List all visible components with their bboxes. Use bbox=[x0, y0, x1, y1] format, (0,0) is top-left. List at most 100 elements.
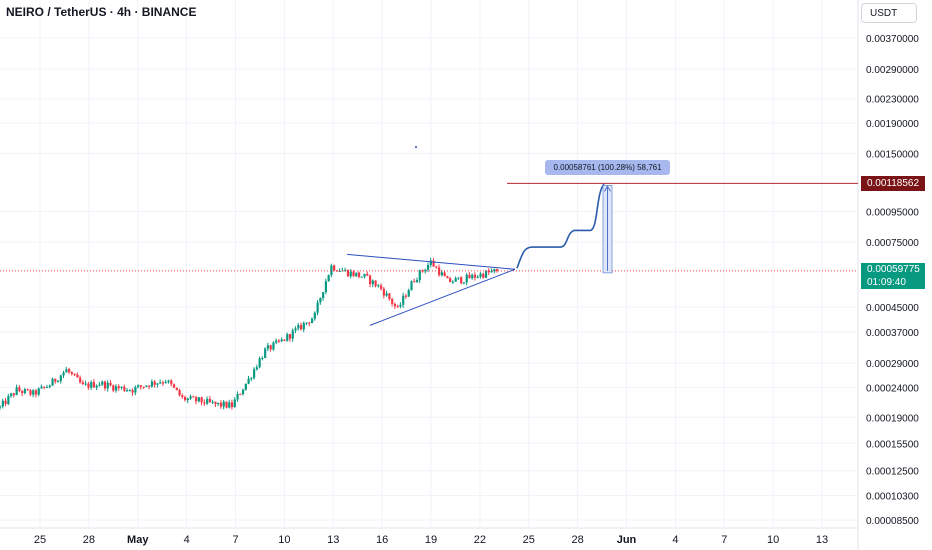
candle-body bbox=[462, 282, 466, 284]
candle-body bbox=[435, 266, 438, 268]
candle-body bbox=[311, 318, 314, 324]
candle-body bbox=[126, 390, 129, 392]
x-tick-label: 28 bbox=[83, 534, 95, 546]
candle-body bbox=[349, 271, 352, 277]
candle-body bbox=[95, 385, 98, 388]
candle-body bbox=[272, 342, 275, 350]
candle-body bbox=[170, 380, 173, 385]
candle-body bbox=[109, 382, 112, 386]
candle-body bbox=[446, 276, 449, 279]
x-tick-label: 16 bbox=[376, 534, 388, 546]
candle-body bbox=[230, 402, 234, 408]
price-range-label: 0.00058761 (100.28%) 58,761 bbox=[545, 160, 670, 175]
y-tick-label: 0.00045000 bbox=[866, 303, 919, 314]
candle-body bbox=[382, 288, 385, 296]
candle-body bbox=[153, 381, 156, 385]
x-tick-label: 13 bbox=[327, 534, 339, 546]
candle-body bbox=[487, 270, 490, 273]
candle-body bbox=[308, 322, 311, 324]
candle-body bbox=[496, 269, 499, 271]
candle-body bbox=[283, 339, 286, 341]
current-price-value: 0.00059775 bbox=[867, 264, 920, 275]
candle-body bbox=[473, 274, 477, 278]
candle-body bbox=[338, 270, 341, 272]
y-tick-label: 0.00190000 bbox=[866, 119, 919, 130]
candle-body bbox=[294, 328, 297, 331]
candle-body bbox=[299, 325, 303, 330]
x-tick-label: May bbox=[127, 534, 149, 546]
price-axis[interactable]: 0.00370000 0.00290000 0.00230000 0.00190000… bbox=[866, 34, 919, 527]
candle-body bbox=[34, 390, 38, 395]
candle-body bbox=[269, 345, 272, 350]
candle-body bbox=[45, 387, 49, 389]
candle-body bbox=[465, 274, 468, 283]
candle-body bbox=[181, 395, 184, 398]
candle-body bbox=[56, 381, 60, 383]
candle-body bbox=[98, 384, 101, 386]
candle-body bbox=[21, 390, 24, 394]
candle-body bbox=[0, 406, 2, 408]
candle-body bbox=[457, 277, 460, 279]
time-axis[interactable]: 25 28 May 4 7 10 13 16 19 22 25 28 Jun 4 7 10 13 bbox=[34, 534, 828, 546]
symbol-title[interactable]: NEIRO / TetherUS · 4h · BINANCE bbox=[6, 5, 197, 19]
candle-body bbox=[476, 276, 479, 278]
candle-body bbox=[112, 385, 115, 391]
candle-body bbox=[377, 285, 380, 287]
candle-body bbox=[391, 299, 394, 304]
candle-body bbox=[482, 273, 485, 278]
candle-body bbox=[404, 295, 408, 297]
candle-body bbox=[250, 377, 253, 379]
y-tick-label: 0.00024000 bbox=[866, 383, 919, 394]
drawing-layer bbox=[0, 146, 858, 326]
candle-body bbox=[316, 302, 319, 313]
candle-body bbox=[275, 340, 278, 343]
triangle-upper-line[interactable] bbox=[346, 253, 516, 270]
candle-body bbox=[186, 398, 189, 401]
candle-body bbox=[493, 269, 496, 272]
candle-body bbox=[261, 358, 264, 360]
candle-body bbox=[407, 290, 410, 297]
candle-body bbox=[59, 375, 62, 382]
currency-button[interactable]: USDT bbox=[861, 3, 917, 23]
candle-body bbox=[424, 269, 427, 272]
candle-body bbox=[101, 381, 104, 385]
candle-body bbox=[440, 272, 443, 276]
x-tick-label: 4 bbox=[672, 534, 678, 546]
candle-body bbox=[200, 397, 203, 403]
candle-body bbox=[236, 393, 239, 400]
candle-body bbox=[368, 275, 372, 285]
candle-body bbox=[18, 387, 21, 391]
y-tick-label: 0.00010300 bbox=[866, 491, 919, 502]
candle-body bbox=[172, 384, 176, 388]
candle-body bbox=[374, 280, 377, 287]
x-tick-label: 10 bbox=[767, 534, 779, 546]
candle-body bbox=[183, 397, 187, 401]
candle-body bbox=[413, 281, 416, 283]
candle-body bbox=[137, 385, 140, 388]
candle-body bbox=[23, 389, 27, 394]
candle-body bbox=[438, 267, 441, 276]
candle-body bbox=[322, 292, 325, 299]
candle-body bbox=[40, 386, 43, 389]
projection-path[interactable] bbox=[516, 183, 605, 269]
y-tick-label: 0.00037000 bbox=[866, 328, 919, 339]
candle-body bbox=[471, 274, 474, 279]
candle-body bbox=[87, 383, 90, 388]
candle-body bbox=[305, 322, 308, 324]
candle-body bbox=[192, 396, 195, 398]
grid bbox=[0, 0, 859, 550]
candle-body bbox=[228, 402, 231, 408]
candle-body bbox=[330, 265, 333, 276]
candle-body bbox=[313, 312, 316, 319]
y-tick-label: 0.00012500 bbox=[866, 467, 919, 478]
candle-body bbox=[76, 374, 79, 378]
candle-body bbox=[333, 265, 336, 271]
triangle-lower-line[interactable] bbox=[369, 268, 516, 326]
candle-body bbox=[319, 298, 322, 303]
candle-body bbox=[128, 390, 131, 392]
candle-body bbox=[225, 401, 228, 408]
price-range-arrowhead bbox=[604, 185, 611, 192]
candle-body bbox=[264, 348, 267, 359]
candle-body bbox=[70, 372, 73, 374]
